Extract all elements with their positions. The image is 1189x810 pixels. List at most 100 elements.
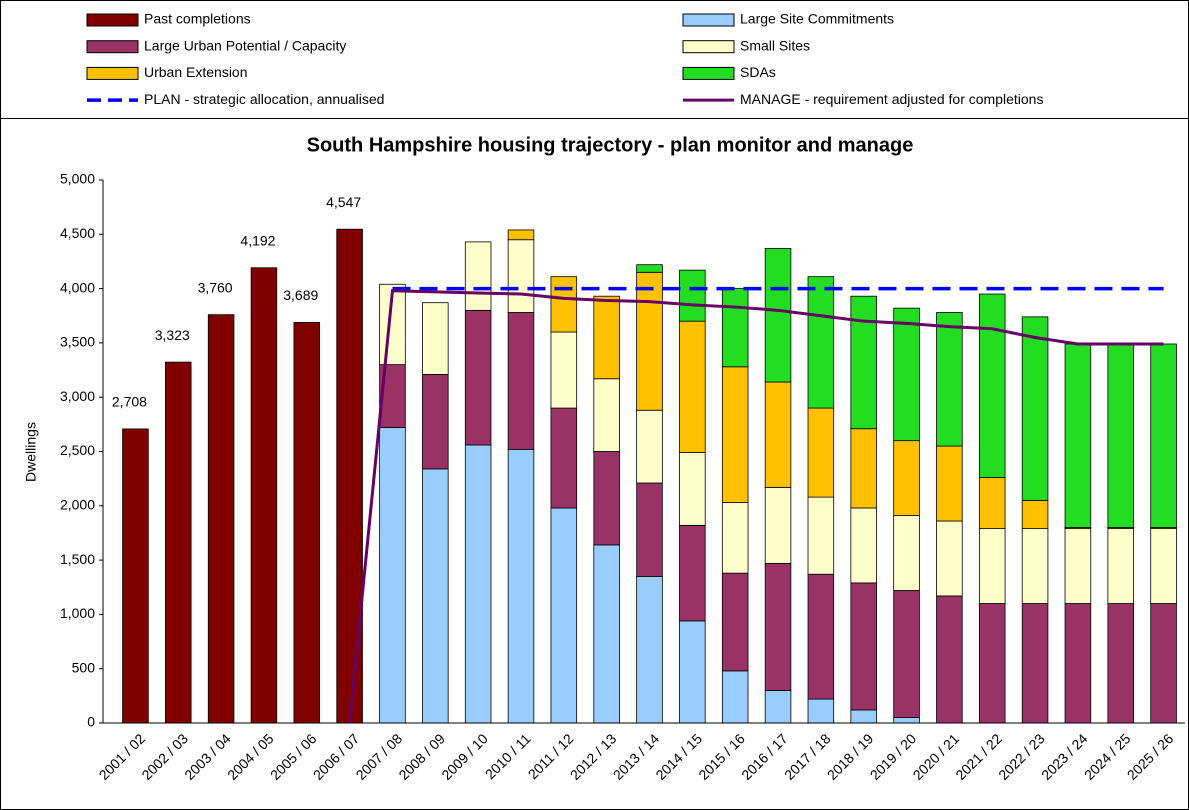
data-label: 4,192 [240,232,275,248]
legend-label: Small Sites [740,37,810,53]
bar-segment [893,440,920,516]
bar-segment [679,524,706,622]
bar-segment [1150,603,1177,724]
bar-segment [850,428,877,509]
bar-segment [1150,528,1177,604]
bar-segment [850,295,877,430]
bar-segment [464,444,492,724]
bar-segment [850,582,877,711]
y-tick-label: 2,000 [60,497,95,513]
y-tick-label: 3,000 [60,388,95,404]
bar-segment [379,427,406,724]
legend-swatch [682,66,735,80]
bar-segment [807,698,835,724]
bar-segment [207,314,235,724]
legend-label: PLAN - strategic allocation, annualised [144,91,384,107]
bar-segment [764,562,792,691]
y-axis-title: Dwellings [23,422,39,482]
bar-segment [336,228,363,724]
y-tick-label: 500 [72,659,96,675]
bar-segment [250,267,278,724]
legend-swatch [86,40,139,54]
data-label: 3,760 [198,279,233,295]
bar-segment [679,452,706,526]
bar-segment [807,407,835,498]
bar-segment [507,312,535,450]
line-series [348,289,1164,724]
bar-segment [636,264,663,273]
bar-segment [978,293,1006,478]
bar-segment [507,229,535,241]
bar-segment [679,320,706,453]
bar-segment [464,241,492,311]
bar-segment [1107,603,1134,724]
bar-segment [679,620,706,724]
bar-segment [978,477,1006,530]
bar-segment [1064,343,1092,528]
bar-segment [978,603,1006,724]
legend-swatch [682,40,735,54]
y-tick-label: 4,000 [60,279,95,295]
y-tick-label: 0 [87,714,95,730]
bar-segment [1150,343,1177,528]
bar-segment [807,276,835,409]
y-tick-label: 1,000 [60,605,95,621]
chart-title: South Hampshire housing trajectory - pla… [307,134,914,156]
y-tick-label: 3,500 [60,334,95,350]
legend-swatch [682,13,735,27]
bar-segment [507,448,535,724]
bar-segment [764,486,792,564]
y-tick-label: 2,500 [60,442,95,458]
y-tick-label: 4,500 [60,225,95,241]
legend-label: Large Site Commitments [740,11,894,27]
bar-segment [893,590,920,718]
bar-segment [936,595,963,724]
bar-segment [1021,603,1049,724]
bar-segment [721,288,749,368]
bar-segment [422,373,449,470]
bar-segment [550,276,578,333]
bar-segment [593,378,620,452]
bar-segment [422,302,449,375]
bar-segment [1021,499,1049,530]
bar-segment [636,482,663,577]
legend-swatch [86,66,139,80]
legend-swatch [86,13,139,27]
y-tick-label: 5,000 [60,171,95,187]
bar-segment [165,361,192,724]
y-tick-label: 1,500 [60,551,95,567]
bar-segment [978,528,1006,604]
bar-segment [764,690,792,724]
bar-segment [293,321,321,724]
bar-segment [850,709,877,724]
data-label: 4,547 [326,194,361,210]
bar-segment [122,428,149,724]
bar-segment [721,670,749,724]
bar-segment [893,515,920,591]
bar-segment [1064,603,1092,724]
bar-segment [850,507,877,584]
bar-segment [593,544,620,724]
bar-segment [550,507,578,724]
bar-segment [936,445,963,522]
data-label: 3,689 [283,287,318,303]
bar-segment [936,312,963,447]
bar-segment [721,366,749,503]
bar-segment [593,451,620,546]
legend-label: Urban Extension [144,64,248,80]
bar-segment [893,307,920,442]
bar-segment [636,271,663,411]
legend-label: Past completions [144,11,251,27]
bar-segment [893,717,920,724]
bar-segment [936,520,963,597]
bar-segment [422,468,449,724]
bar-segment [1107,528,1134,604]
legend-label: SDAs [740,64,776,80]
bar-segment [1021,316,1049,501]
bar-segment [1021,528,1049,604]
bar-segment [679,269,706,322]
bar-segment [721,502,749,574]
bar-segment [1064,528,1092,604]
data-label: 2,708 [112,394,147,410]
